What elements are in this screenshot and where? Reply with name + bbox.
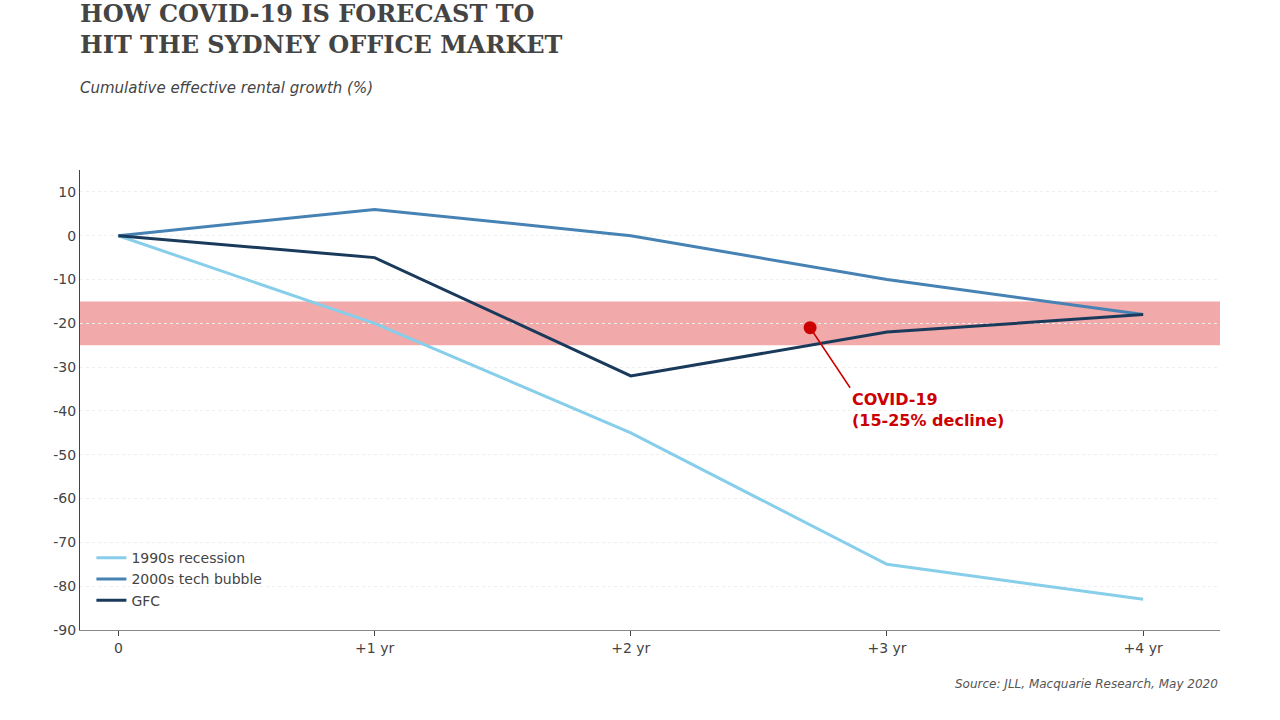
svg-text:10: 10	[58, 184, 76, 200]
svg-text:Source: JLL, Macquarie Researc: Source: JLL, Macquarie Research, May 202…	[955, 677, 1218, 691]
svg-text:Cumulative effective rental gr: Cumulative effective rental growth (%)	[80, 79, 373, 97]
svg-text:2000s tech bubble: 2000s tech bubble	[131, 571, 262, 587]
svg-text:-80: -80	[53, 578, 76, 594]
svg-text:-60: -60	[53, 490, 76, 506]
svg-text:+4 yr: +4 yr	[1124, 640, 1163, 656]
svg-text:COVID-19(15-25% decline): COVID-19(15-25% decline)	[852, 390, 1004, 430]
svg-text:HOW COVID-19 IS FORECAST TOHIT: HOW COVID-19 IS FORECAST TOHIT THE SYDNE…	[80, 0, 563, 59]
svg-text:0: 0	[67, 228, 76, 244]
svg-text:-90: -90	[53, 622, 76, 638]
svg-text:-30: -30	[53, 359, 76, 375]
svg-text:-20: -20	[53, 315, 76, 331]
svg-text:0: 0	[114, 640, 123, 656]
svg-text:+1 yr: +1 yr	[355, 640, 394, 656]
svg-text:GFC: GFC	[131, 593, 160, 609]
svg-text:+3 yr: +3 yr	[867, 640, 906, 656]
svg-text:-40: -40	[53, 403, 76, 419]
svg-text:-10: -10	[53, 271, 76, 287]
svg-text:-50: -50	[53, 447, 76, 463]
svg-text:+2 yr: +2 yr	[611, 640, 650, 656]
svg-text:-70: -70	[53, 534, 76, 550]
svg-text:1990s recession: 1990s recession	[131, 550, 245, 566]
